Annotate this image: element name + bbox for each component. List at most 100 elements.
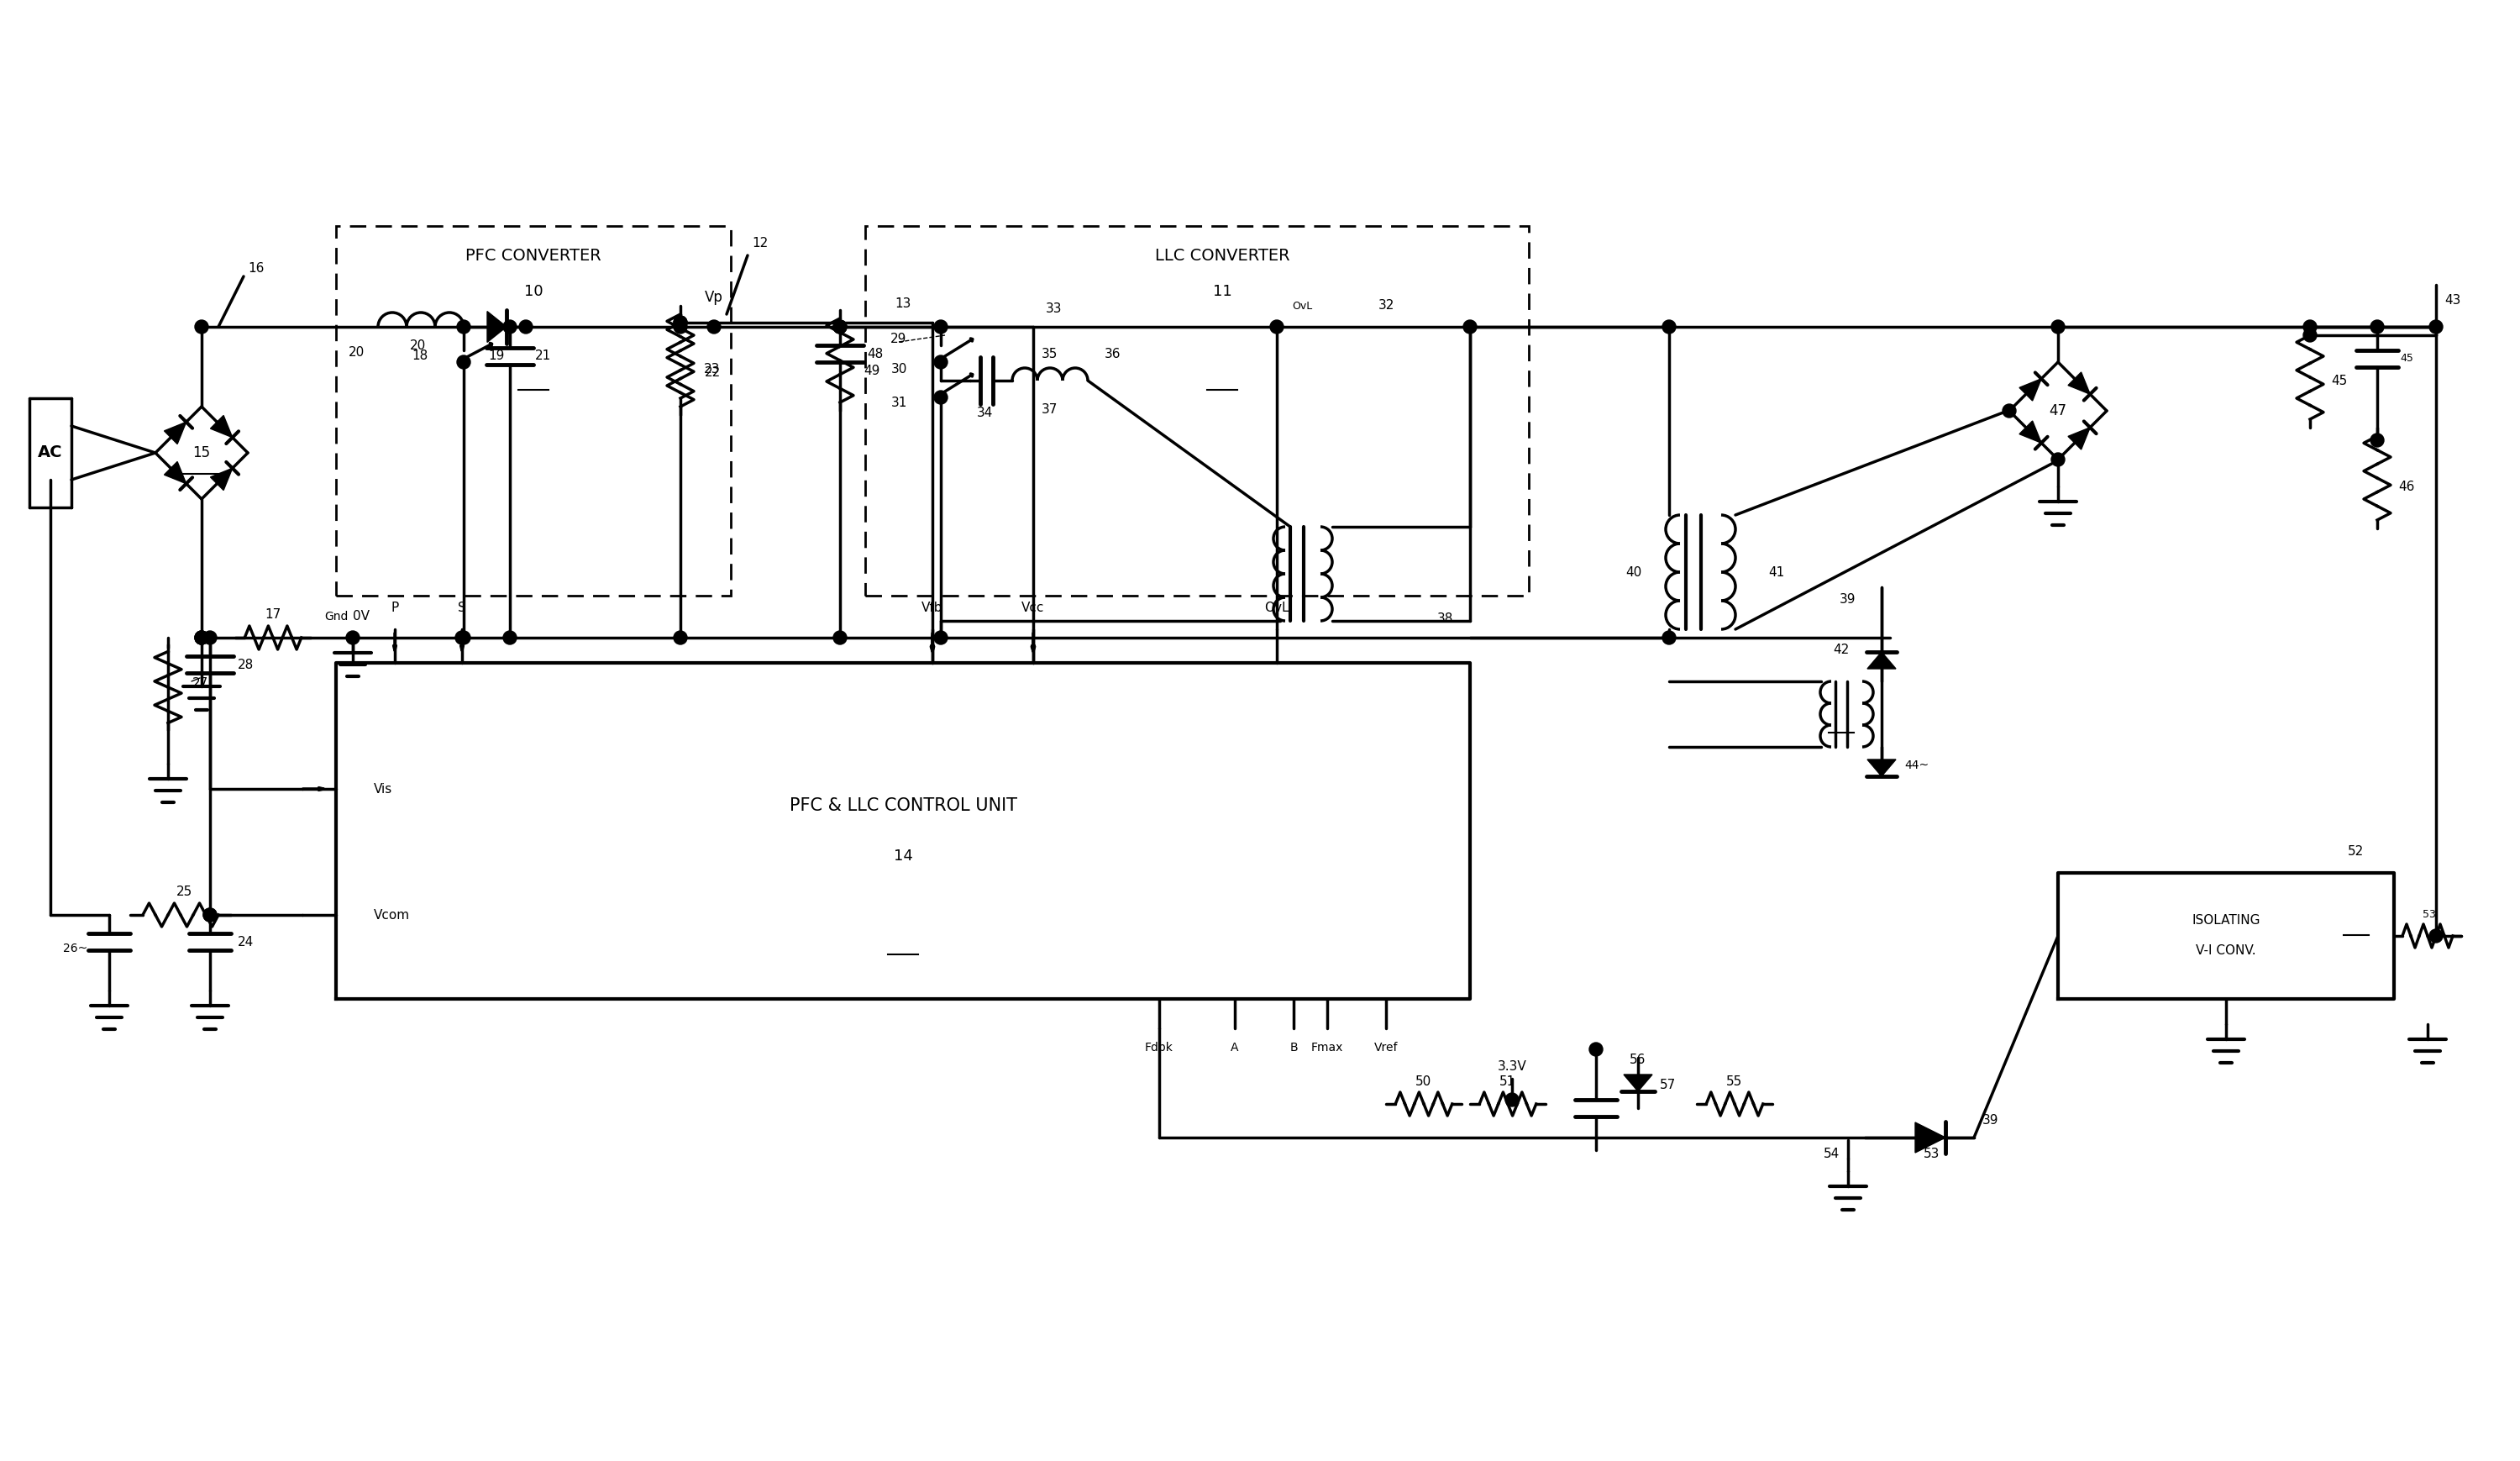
Text: 41: 41 — [1769, 565, 1784, 579]
Polygon shape — [164, 422, 186, 444]
Circle shape — [935, 631, 948, 644]
Circle shape — [519, 320, 532, 333]
Circle shape — [935, 355, 948, 368]
Circle shape — [834, 631, 847, 644]
Circle shape — [673, 320, 688, 333]
Text: 31: 31 — [890, 396, 907, 409]
Polygon shape — [486, 311, 507, 342]
Text: 26~: 26~ — [63, 942, 88, 954]
Circle shape — [834, 320, 847, 333]
Circle shape — [2429, 929, 2442, 942]
Circle shape — [194, 631, 209, 644]
Text: 19: 19 — [489, 351, 504, 362]
Text: 56: 56 — [1630, 1053, 1646, 1065]
Circle shape — [194, 631, 209, 644]
Text: 55: 55 — [1726, 1075, 1744, 1087]
Text: 34: 34 — [978, 406, 993, 419]
Text: 35: 35 — [1041, 348, 1058, 359]
Circle shape — [673, 631, 688, 644]
Text: PFC & LLC CONTROL UNIT: PFC & LLC CONTROL UNIT — [789, 798, 1016, 814]
Circle shape — [834, 320, 847, 333]
Circle shape — [456, 631, 469, 644]
Polygon shape — [2069, 428, 2089, 450]
Text: 13: 13 — [895, 298, 912, 310]
Text: 17: 17 — [265, 608, 282, 621]
Text: 45: 45 — [2399, 354, 2414, 364]
Circle shape — [1270, 320, 1283, 333]
Text: 48: 48 — [867, 348, 885, 359]
Circle shape — [1663, 320, 1676, 333]
Text: 32: 32 — [1378, 300, 1394, 313]
Circle shape — [935, 320, 948, 333]
Text: Vcc: Vcc — [1021, 602, 1046, 615]
Polygon shape — [164, 462, 186, 484]
Text: 21: 21 — [534, 351, 552, 362]
Text: OvL: OvL — [1265, 602, 1290, 615]
Circle shape — [935, 390, 948, 405]
Circle shape — [194, 320, 209, 333]
Circle shape — [708, 320, 721, 333]
Bar — [335, 226, 731, 596]
Text: 3.3V: 3.3V — [1497, 1059, 1527, 1072]
Circle shape — [2303, 329, 2316, 342]
Polygon shape — [2019, 421, 2041, 443]
Circle shape — [194, 631, 209, 644]
Text: 37: 37 — [1041, 403, 1058, 416]
Text: 22: 22 — [703, 367, 721, 380]
Text: Gnd: Gnd — [325, 611, 348, 622]
Text: Vfb: Vfb — [922, 602, 942, 615]
Text: 20: 20 — [348, 346, 365, 358]
Text: LLC CONVERTER: LLC CONVERTER — [1154, 247, 1290, 263]
Polygon shape — [209, 415, 232, 437]
Text: 0V: 0V — [353, 611, 370, 622]
Circle shape — [2051, 320, 2064, 333]
Text: Fdbk: Fdbk — [1144, 1042, 1174, 1053]
Circle shape — [204, 909, 217, 922]
Text: 38: 38 — [1436, 612, 1454, 625]
Text: 11: 11 — [1212, 283, 1232, 300]
Text: A: A — [1230, 1042, 1240, 1053]
Text: 10: 10 — [524, 283, 542, 300]
Polygon shape — [1867, 652, 1895, 669]
Text: 27: 27 — [192, 678, 209, 690]
Text: 14: 14 — [895, 849, 912, 863]
Text: 18: 18 — [411, 351, 428, 362]
Circle shape — [2003, 405, 2016, 418]
Circle shape — [673, 316, 688, 329]
Text: 43: 43 — [2444, 294, 2462, 307]
Text: V-I CONV.: V-I CONV. — [2195, 945, 2255, 957]
Text: AC: AC — [38, 444, 63, 460]
Text: 57: 57 — [1658, 1080, 1676, 1091]
Text: 42: 42 — [1832, 643, 1850, 656]
Text: 45: 45 — [2331, 375, 2349, 387]
Text: 50: 50 — [1416, 1075, 1431, 1087]
Circle shape — [2303, 320, 2316, 333]
Circle shape — [504, 631, 517, 644]
Text: 40: 40 — [1625, 565, 1643, 579]
Text: 44~: 44~ — [1905, 760, 1930, 771]
Text: Vis: Vis — [373, 783, 393, 795]
Text: 54: 54 — [1822, 1148, 1840, 1160]
Circle shape — [1504, 1093, 1520, 1106]
Circle shape — [456, 631, 471, 644]
Text: 53: 53 — [1923, 1148, 1940, 1160]
Circle shape — [2051, 453, 2064, 466]
Text: 28: 28 — [237, 659, 255, 671]
Text: 49: 49 — [864, 364, 879, 377]
Text: 36: 36 — [1104, 348, 1121, 359]
Circle shape — [345, 631, 360, 644]
Text: 52: 52 — [2349, 846, 2364, 858]
Text: 16: 16 — [247, 262, 265, 275]
Text: 39: 39 — [1983, 1115, 1998, 1126]
Text: 12: 12 — [751, 237, 769, 250]
Polygon shape — [1623, 1074, 1653, 1091]
Text: 23: 23 — [703, 362, 721, 375]
Text: Fmax: Fmax — [1310, 1042, 1343, 1053]
Circle shape — [2371, 320, 2384, 333]
Polygon shape — [2069, 373, 2089, 394]
Text: Vp: Vp — [706, 289, 723, 305]
Text: 15: 15 — [192, 446, 212, 460]
Circle shape — [456, 320, 471, 333]
Text: 33: 33 — [1046, 302, 1063, 314]
Polygon shape — [209, 468, 232, 491]
